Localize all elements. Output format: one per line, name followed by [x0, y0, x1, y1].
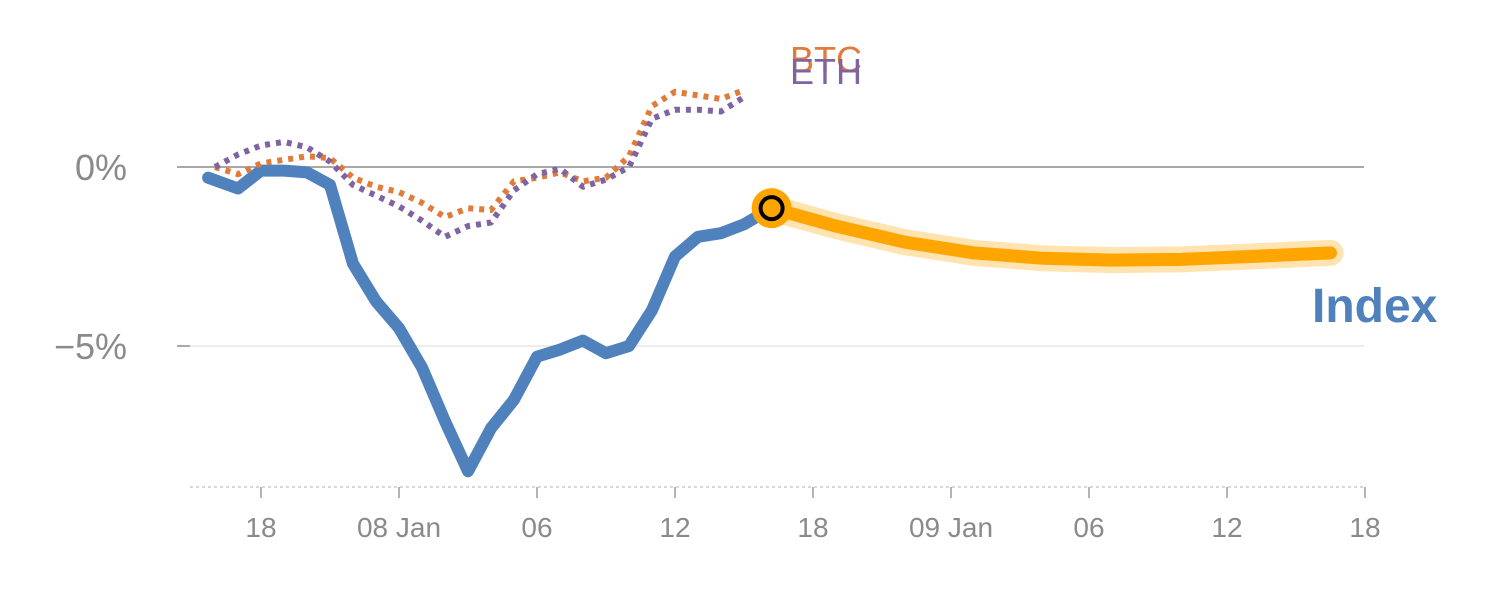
series-label-eth: ETH [790, 51, 862, 92]
x-axis: 18 08 Jan 06 12 18 09 Jan 06 12 18 [190, 486, 1381, 543]
x-tick-label: 06 [1073, 512, 1104, 543]
forecast-line [765, 201, 1337, 267]
series-line-eth [213, 94, 746, 240]
x-tick-label: 18 [245, 512, 276, 543]
grid-layer: 0% −5% [54, 147, 1364, 367]
x-tick-label: 18 [1349, 512, 1380, 543]
y-tick-label: 0% [75, 147, 127, 188]
x-tick-label: 06 [521, 512, 552, 543]
x-tick-label: 12 [1211, 512, 1242, 543]
label-layer: BTC ETH Index [790, 39, 1438, 333]
series-label-index: Index [1312, 280, 1438, 333]
series-line-index [202, 164, 778, 478]
x-tick-label: 18 [797, 512, 828, 543]
x-tick-label: 09 Jan [909, 512, 993, 543]
x-tick-label: 12 [659, 512, 690, 543]
series-layer [202, 87, 778, 478]
series-label-btc: BTC [790, 39, 862, 80]
series-line-btc [214, 87, 746, 221]
x-tick-label: 08 Jan [357, 512, 441, 543]
current-point-marker [758, 195, 785, 222]
forecast-layer [751, 188, 1344, 274]
y-tick-label: −5% [54, 326, 127, 367]
